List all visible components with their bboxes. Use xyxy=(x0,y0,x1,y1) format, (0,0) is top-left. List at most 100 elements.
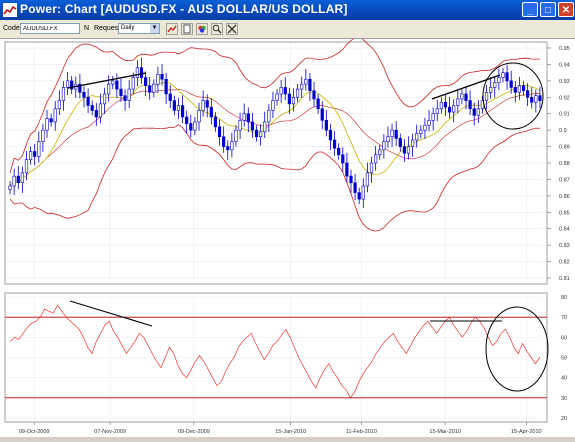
date-tick-label: 15-Apr-2010 xyxy=(511,429,542,435)
candle-body xyxy=(94,110,98,118)
candle-body xyxy=(172,100,176,111)
candle-body xyxy=(86,96,90,106)
candle-body xyxy=(201,100,205,111)
rsi-tick-label: 20 xyxy=(561,416,567,422)
candle-body xyxy=(443,101,448,108)
price-tick-label: 0.81 xyxy=(559,276,570,282)
new-page-icon xyxy=(183,24,191,34)
candle-body xyxy=(197,110,201,123)
candle-body xyxy=(275,93,279,101)
price-tick-label: 0.9 xyxy=(559,128,567,134)
price-tick-label: 0.84 xyxy=(559,227,570,233)
candle-body xyxy=(456,98,460,106)
candle-body xyxy=(135,67,139,78)
candle-body xyxy=(226,146,230,151)
candle-body xyxy=(468,100,472,110)
candle-body xyxy=(176,105,181,111)
candle-body xyxy=(119,88,123,96)
candle-body xyxy=(353,182,357,193)
price-tick-label: 0.87 xyxy=(559,177,570,183)
candle-body xyxy=(390,129,394,138)
candle-body xyxy=(250,121,255,131)
candle-body xyxy=(534,95,538,103)
rsi-tick-label: 50 xyxy=(561,356,567,362)
price-chart[interactable]: 0.95 0.94 0.93 0.92 0.91 0.9 0.89 0.88 0.87 0.86 0… xyxy=(0,36,575,437)
code-input[interactable] xyxy=(20,23,80,34)
candle-body xyxy=(263,121,267,133)
candle-body xyxy=(316,98,320,110)
price-trendline-right xyxy=(431,74,501,100)
tools-button[interactable] xyxy=(226,23,238,35)
candle-body xyxy=(312,90,316,100)
candle-body xyxy=(45,118,49,131)
title-bar[interactable]: Power: Chart [AUDUSD.FX - AUS DOLLAR/US … xyxy=(0,0,575,20)
candle-body xyxy=(452,105,456,113)
candle-body xyxy=(65,80,70,88)
candle-body xyxy=(70,80,74,90)
new-page-button[interactable] xyxy=(181,23,193,35)
candle-body xyxy=(156,73,160,85)
rsi-levels xyxy=(5,316,547,399)
candle-body xyxy=(115,80,119,90)
candle-body xyxy=(41,129,45,142)
date-tick-label: 09-Oct-2009 xyxy=(19,429,50,435)
candle-body xyxy=(90,105,94,111)
candle-body xyxy=(447,106,452,113)
n-label: N xyxy=(84,25,90,32)
window-title: Power: Chart [AUDUSD.FX - AUS DOLLAR/US … xyxy=(20,2,348,16)
date-tick-label: 07-Nov-2009 xyxy=(94,429,126,435)
candle-body xyxy=(37,141,41,157)
minimize-button[interactable]: _ xyxy=(522,2,538,17)
price-tick-label: 0.92 xyxy=(559,95,570,101)
price-tick-label: 0.93 xyxy=(559,79,570,85)
candle-body xyxy=(402,146,406,154)
candle-body xyxy=(107,83,111,95)
price-trendline-left xyxy=(67,72,147,89)
candle-body xyxy=(111,80,115,85)
tools-icon xyxy=(227,24,237,34)
candle-body xyxy=(365,172,370,187)
candle-body xyxy=(427,119,431,126)
rsi-axis: 80 70 60 50 40 30 20 xyxy=(561,295,567,422)
candle-body xyxy=(345,162,349,177)
candle-body xyxy=(431,113,435,121)
candle-body xyxy=(497,77,501,83)
candle-body xyxy=(328,129,333,141)
code-label: Code xyxy=(3,25,20,32)
candle-body xyxy=(369,162,374,174)
close-button[interactable]: ✕ xyxy=(558,2,574,17)
candle-body xyxy=(300,83,304,90)
maximize-button[interactable]: □ xyxy=(540,2,556,17)
candle-body xyxy=(341,154,345,164)
rsi-tick-label: 70 xyxy=(561,315,567,321)
candle-body xyxy=(102,93,107,105)
candle-body xyxy=(521,85,526,92)
candle-body xyxy=(419,129,423,134)
request-select[interactable]: Daily ▼ xyxy=(118,23,160,34)
candle-body xyxy=(361,185,365,200)
candle-body xyxy=(12,175,16,187)
candle-body xyxy=(82,92,86,98)
candle-body xyxy=(78,83,82,93)
color-palette-icon xyxy=(198,25,206,33)
candle-body xyxy=(209,106,213,118)
candle-body xyxy=(222,136,226,147)
candle-body xyxy=(131,77,135,90)
candle-body xyxy=(439,101,443,110)
chart-type-button[interactable] xyxy=(166,23,178,35)
zoom-button[interactable] xyxy=(211,23,223,35)
candle-body xyxy=(460,93,464,100)
candle-body xyxy=(242,113,246,121)
candle-body xyxy=(484,92,489,101)
candle-body xyxy=(291,96,296,105)
candle-body xyxy=(386,136,390,142)
candle-body xyxy=(123,95,127,101)
candle-body xyxy=(279,87,283,95)
candle-body xyxy=(324,119,328,131)
candle-body xyxy=(271,100,275,111)
candle-body xyxy=(259,131,263,138)
candle-body xyxy=(283,87,287,95)
color-palette-button[interactable] xyxy=(196,23,208,35)
candle-body xyxy=(435,108,439,115)
price-panel: 0.95 0.94 0.93 0.92 0.91 0.9 0.89 0.88 0.87 0.86 0… xyxy=(4,36,570,285)
